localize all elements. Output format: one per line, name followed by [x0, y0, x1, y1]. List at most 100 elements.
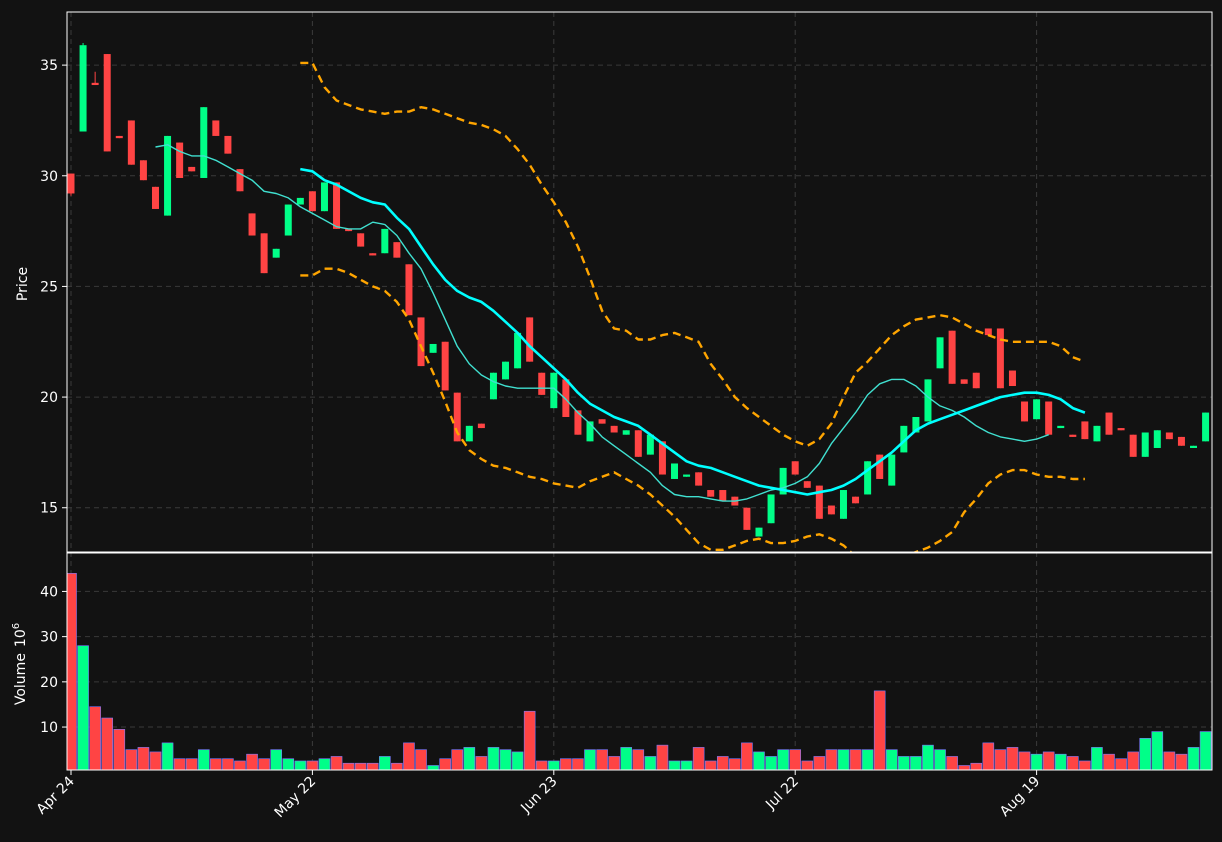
- candle-down: [151, 186, 159, 209]
- volume-bar: [813, 756, 826, 770]
- candle-up: [272, 248, 280, 258]
- candle-down: [139, 160, 147, 181]
- volume-bar: [560, 758, 572, 770]
- candle-down: [803, 481, 811, 488]
- volume-bar: [137, 747, 150, 770]
- volume-bar: [632, 749, 645, 770]
- volume-bar: [789, 749, 802, 770]
- candle-down: [1165, 432, 1173, 440]
- candle-up: [79, 45, 87, 132]
- candle-up: [779, 467, 787, 495]
- candle-down: [91, 82, 99, 86]
- candle-down: [441, 341, 449, 391]
- candle-down: [333, 182, 341, 229]
- volume-bar: [523, 710, 536, 770]
- candle-down: [212, 120, 220, 136]
- candle-up: [164, 135, 172, 216]
- volume-bar: [270, 749, 282, 770]
- volume-bar: [294, 760, 307, 770]
- volume-bar: [584, 749, 596, 770]
- candle-up: [200, 107, 208, 178]
- candle-down: [996, 328, 1004, 389]
- line-layer: [155, 61, 1086, 552]
- candle-down: [526, 317, 534, 362]
- volume-bar: [1079, 760, 1091, 770]
- volume-bar: [89, 706, 101, 770]
- volume-bar: [1199, 731, 1212, 770]
- candle-up: [320, 182, 328, 212]
- moving-average-slow-line: [300, 167, 1086, 496]
- volume-bar: [487, 747, 500, 770]
- candle-up: [429, 343, 437, 353]
- candle-down: [1021, 401, 1029, 422]
- candle-up: [622, 430, 630, 435]
- candle-up: [1202, 412, 1210, 442]
- volume-bar: [1030, 753, 1043, 770]
- volume-bar: [535, 760, 548, 770]
- candle-down: [876, 454, 884, 479]
- volume-bar: [234, 760, 246, 770]
- candle-up: [550, 372, 558, 409]
- volume-y-tick-label: 30: [40, 630, 58, 646]
- candle-up: [1093, 425, 1101, 442]
- candle-down: [453, 392, 461, 442]
- volume-bar: [885, 749, 898, 770]
- candle-down: [1177, 436, 1185, 446]
- candle-down: [610, 425, 618, 433]
- volume-bar: [511, 751, 524, 770]
- candle-down: [1105, 412, 1113, 435]
- volume-bar: [415, 749, 427, 770]
- volume-bar: [1042, 751, 1055, 770]
- candle-down: [1117, 428, 1125, 431]
- candle-down: [115, 135, 123, 139]
- candle-up: [912, 417, 920, 433]
- candle-down: [127, 120, 135, 165]
- price-panel-frame: [66, 11, 1213, 553]
- volume-bar: [729, 758, 741, 770]
- candle-down: [1129, 434, 1137, 457]
- candle-down: [393, 242, 401, 258]
- candle-up: [900, 425, 908, 453]
- volume-bar: [113, 729, 126, 770]
- candle-down: [188, 166, 196, 172]
- candle-up: [864, 461, 872, 495]
- price-y-tick-label: 30: [40, 169, 58, 185]
- volume-bar: [1139, 738, 1152, 770]
- moving-average-fast-line: [155, 144, 1049, 502]
- volume-bar: [898, 756, 910, 770]
- volume-bar: [547, 760, 560, 770]
- candle-down: [477, 423, 485, 429]
- candle-up: [1033, 399, 1041, 420]
- volume-bar: [656, 744, 669, 770]
- price-y-tick-label: 25: [40, 279, 58, 295]
- candle-up: [888, 454, 896, 486]
- price-y-tick-label: 35: [40, 58, 58, 74]
- candle-down: [634, 430, 642, 457]
- candle-up: [284, 204, 292, 236]
- candle-down: [562, 379, 570, 417]
- volume-bar: [499, 749, 512, 770]
- candle-down: [948, 330, 956, 384]
- volume-bar: [970, 762, 983, 770]
- volume-bar: [825, 749, 838, 770]
- candle-down: [1045, 401, 1053, 435]
- volume-bar: [67, 573, 77, 770]
- volume-layer: [67, 573, 1212, 770]
- candle-up: [646, 434, 654, 455]
- volume-bar: [741, 742, 753, 770]
- volume-bar: [704, 760, 717, 770]
- candle-down: [827, 505, 835, 515]
- candle-down: [1081, 421, 1089, 440]
- volume-bar: [1054, 753, 1067, 770]
- volume-bar: [403, 742, 415, 770]
- candle-down: [224, 135, 232, 154]
- volume-bar: [861, 749, 874, 770]
- volume-y-tick-label: 20: [40, 675, 58, 691]
- candle-up: [767, 494, 775, 524]
- candle-up: [1153, 430, 1161, 448]
- candle-down: [1069, 434, 1077, 437]
- volume-bar: [366, 762, 379, 770]
- volume-bar: [1187, 747, 1200, 770]
- volume-bar: [849, 749, 862, 770]
